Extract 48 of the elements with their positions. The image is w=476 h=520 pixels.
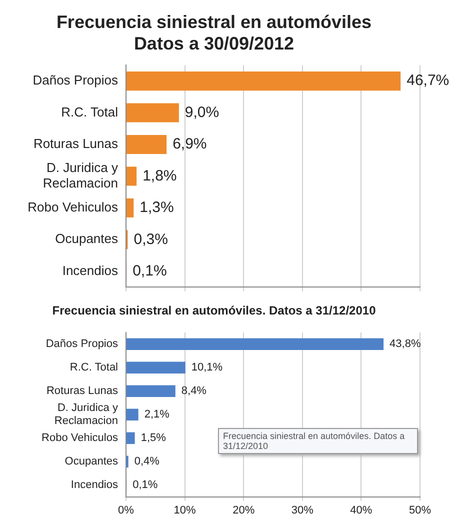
y-tick-label: Incendios (62, 262, 118, 278)
bar (126, 408, 138, 420)
x-tick-label: 20% (232, 504, 255, 516)
data-label: 8,4% (181, 385, 207, 398)
bar (126, 103, 179, 122)
x-tick-label: 40% (350, 504, 372, 516)
data-label: 0,1% (132, 262, 167, 280)
y-tick-label: Ocupantes (64, 456, 118, 468)
y-tick-label: Ocupantes (55, 231, 118, 246)
data-label: 46,7% (406, 72, 450, 90)
y-tick-label: Incendios (70, 479, 118, 492)
bar (126, 198, 134, 218)
data-label: 1,8% (142, 167, 177, 184)
y-tick-label: D. Juridica y Reclamacion (54, 402, 118, 428)
y-tick-label: Roturas Lunas (33, 136, 118, 152)
data-label: 0,4% (134, 456, 160, 468)
bar (126, 385, 176, 397)
y-tick-label: D. Juridica y Reclamacion (42, 160, 118, 191)
y-tick-label: Daños Propios (32, 72, 118, 88)
data-label: 1,5% (140, 432, 166, 444)
chart-title: Frecuencia siniestral en automóviles (56, 12, 372, 32)
bar (126, 338, 384, 350)
data-label: 6,9% (172, 136, 207, 153)
bar (126, 134, 167, 154)
x-tick-label: 0% (118, 504, 134, 516)
chart-title: Frecuencia siniestral en automóviles. Datos a 31/12/2010 (52, 304, 376, 318)
chart-subtitle: Datos a 30/09/2012 (134, 33, 294, 54)
y-tick-label: Roturas Lunas (46, 385, 118, 398)
data-label: 43,8% (390, 338, 421, 350)
x-tick-label: 30% (291, 504, 314, 516)
data-label: 10,1% (191, 362, 223, 374)
bar (126, 166, 137, 186)
x-tick-label: 10% (174, 504, 196, 516)
y-tick-label: R.C. Total (61, 104, 118, 120)
y-tick-label: R.C. Total (70, 362, 118, 374)
y-tick-label: Robo Vehiculos (42, 432, 118, 444)
data-label: 2,1% (144, 408, 170, 421)
data-label: 0,1% (132, 479, 158, 492)
bar (126, 72, 401, 91)
y-tick-label: Daños Propios (46, 338, 118, 350)
bar (126, 362, 186, 374)
annotation: Frecuencia siniestral en automóviles. Datos a 31/12/2010 (218, 428, 418, 454)
data-label: 0,3% (134, 230, 168, 248)
y-tick-label: Robo Vehiculos (28, 199, 118, 214)
x-tick-label: 50% (408, 504, 432, 516)
data-label: 1,3% (140, 199, 174, 216)
data-label: 9,0% (184, 104, 220, 121)
bar (126, 432, 135, 444)
